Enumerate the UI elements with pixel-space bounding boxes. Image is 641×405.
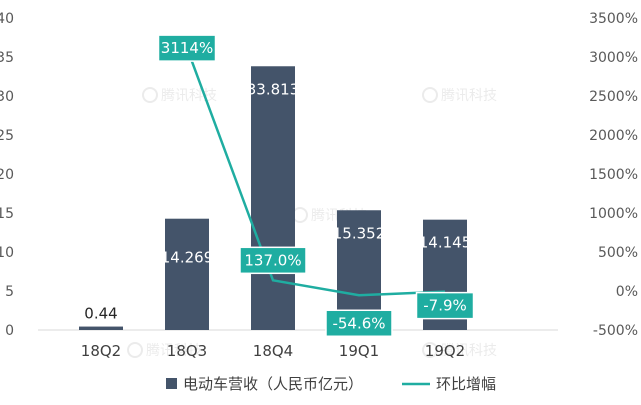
growth-label-box bbox=[415, 291, 475, 320]
legend-item-line: 环比增幅 bbox=[402, 375, 496, 393]
watermark: 腾讯科技 bbox=[422, 87, 497, 104]
bar-value-label: 0.44 bbox=[84, 305, 117, 323]
legend-line-label: 环比增幅 bbox=[436, 375, 496, 393]
left-tick-label: 5 bbox=[5, 284, 14, 300]
legend-item-bar: 电动车营收（人民币亿元） bbox=[166, 375, 363, 393]
bar-labels: 0.44 14.269 33.813 15.352 14.145 bbox=[84, 80, 471, 322]
left-tick-label: 0 bbox=[5, 323, 14, 339]
bar-18Q3 bbox=[165, 218, 209, 330]
growth-label-text: 3114% bbox=[161, 39, 213, 57]
right-tick-label: 2000% bbox=[589, 128, 638, 144]
growth-line bbox=[185, 47, 446, 297]
line-series bbox=[185, 47, 446, 297]
right-tick-label: 3500% bbox=[589, 11, 638, 27]
legend: 电动车营收（人民币亿元） 环比增幅 bbox=[166, 375, 496, 393]
growth-label: 3114% bbox=[157, 34, 217, 62]
growth-label-box bbox=[157, 34, 217, 62]
right-tick-label: 0% bbox=[616, 284, 638, 300]
left-tick-label: 20 bbox=[0, 167, 14, 183]
growth-label-box bbox=[325, 309, 393, 338]
right-tick-label: 1000% bbox=[589, 206, 638, 222]
right-tick-label: 2500% bbox=[589, 89, 638, 105]
watermark-logo-icon bbox=[142, 87, 158, 103]
left-axis: 0 5 10 15 20 25 30 35 40 bbox=[0, 11, 14, 339]
bar-value-label: 33.813 bbox=[247, 80, 300, 98]
bar-18Q2 bbox=[79, 326, 123, 330]
bar-value-label: 14.145 bbox=[419, 234, 472, 252]
watermark-logo-icon bbox=[292, 207, 308, 223]
right-tick-label: 3000% bbox=[589, 50, 638, 66]
right-tick-label: 1500% bbox=[589, 167, 638, 183]
left-tick-label: 25 bbox=[0, 128, 14, 144]
right-tick-label: 500% bbox=[598, 245, 638, 261]
category-labels: 18Q2 18Q3 18Q4 19Q1 19Q2 bbox=[81, 342, 465, 360]
growth-label-text: -7.9% bbox=[423, 297, 467, 315]
growth-label: 137.0% bbox=[239, 246, 307, 275]
growth-label: -7.9% bbox=[415, 291, 475, 320]
left-tick-label: 10 bbox=[0, 245, 14, 261]
watermark: 腾讯科技 bbox=[127, 342, 202, 359]
left-tick-label: 15 bbox=[0, 206, 14, 222]
growth-label-text: 137.0% bbox=[244, 251, 301, 269]
growth-label-box bbox=[239, 246, 307, 275]
category-label: 18Q4 bbox=[253, 342, 293, 360]
right-axis: -500% 0% 500% 1000% 1500% 2000% 2500% 3000% 3500… bbox=[589, 11, 638, 339]
legend-bar-swatch bbox=[166, 378, 177, 389]
watermark-logo-icon bbox=[422, 87, 438, 103]
category-label: 18Q2 bbox=[81, 342, 121, 360]
right-tick-label: -500% bbox=[593, 323, 638, 339]
left-tick-label: 40 bbox=[0, 11, 14, 27]
category-label: 19Q2 bbox=[425, 342, 465, 360]
watermark: 腾讯科技 bbox=[422, 342, 497, 359]
watermark-text: 腾讯科技 bbox=[441, 342, 497, 359]
watermark-text: 腾讯科技 bbox=[146, 342, 202, 359]
watermark-logo-icon bbox=[422, 342, 438, 358]
category-label: 18Q3 bbox=[167, 342, 207, 360]
bar-18Q4 bbox=[251, 66, 295, 330]
legend-bar-label: 电动车营收（人民币亿元） bbox=[183, 375, 363, 393]
watermark-logo-icon bbox=[127, 342, 143, 358]
left-tick-label: 35 bbox=[0, 50, 14, 66]
line-labels: 3114% 137.0% -54.6% -7.9% bbox=[157, 34, 475, 338]
category-label: 19Q1 bbox=[339, 342, 379, 360]
growth-label: -54.6% bbox=[325, 309, 393, 338]
bar-value-label: 15.352 bbox=[333, 224, 386, 242]
left-tick-label: 30 bbox=[0, 89, 14, 105]
growth-label-text: -54.6% bbox=[332, 314, 385, 332]
bar-value-label: 14.269 bbox=[161, 249, 214, 267]
bars bbox=[79, 66, 467, 330]
watermark-text: 腾讯科技 bbox=[441, 87, 497, 104]
watermark-text: 腾讯科技 bbox=[161, 87, 217, 104]
